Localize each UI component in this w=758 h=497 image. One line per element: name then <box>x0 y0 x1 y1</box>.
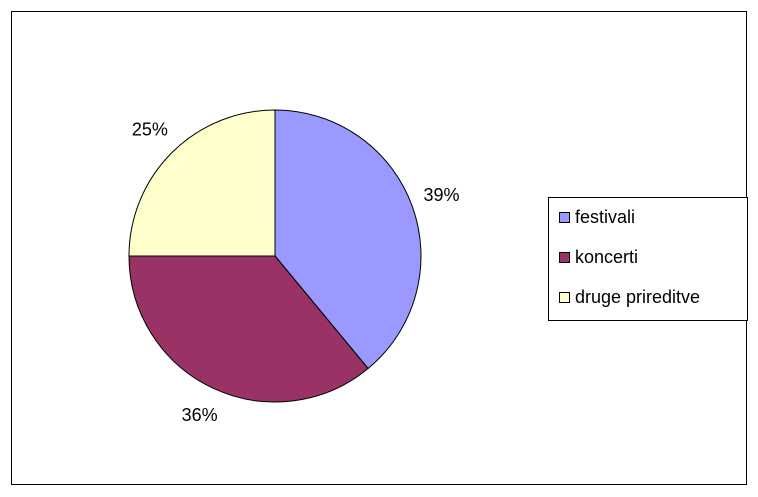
legend-label-druge-prireditve: druge prireditve <box>575 286 701 307</box>
data-label-druge-prireditve: 25% <box>132 120 168 140</box>
legend-swatch-koncerti <box>559 251 570 263</box>
legend-label-festivali: festivali <box>575 206 636 227</box>
legend-swatch-festivali <box>559 211 570 223</box>
legend-item-druge-prireditve: druge prireditve <box>559 286 700 308</box>
legend-swatch-druge-prireditve <box>559 291 570 303</box>
legend-item-festivali: festivali <box>559 206 635 228</box>
legend-label-koncerti: koncerti <box>575 246 639 267</box>
data-label-festivali: 39% <box>424 185 460 205</box>
pie-slice-druge-prireditve <box>128 109 276 257</box>
pie-slice-koncerti <box>128 255 369 403</box>
pie-slice-festivali <box>274 109 422 370</box>
data-label-koncerti: 36% <box>182 405 218 425</box>
legend: festivali koncerti druge prireditve <box>548 197 748 321</box>
legend-item-koncerti: koncerti <box>559 246 638 268</box>
